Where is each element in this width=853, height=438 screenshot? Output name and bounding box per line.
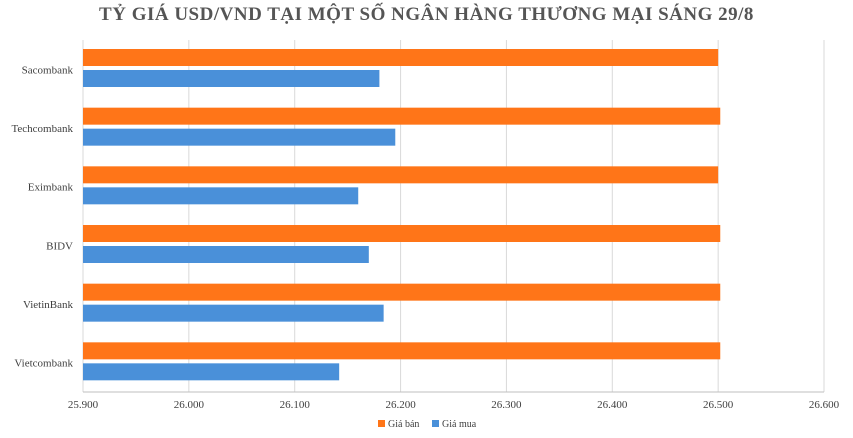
bar-gia-ban bbox=[83, 225, 721, 242]
x-tick-label: 26.400 bbox=[597, 399, 628, 411]
x-tick-label: 26.500 bbox=[703, 399, 734, 411]
bar-gia-ban bbox=[83, 166, 719, 184]
bar-gia-mua bbox=[83, 128, 396, 146]
x-tick-label: 26.600 bbox=[809, 399, 840, 411]
category-label: Eximbank bbox=[28, 182, 74, 194]
bar-gia-mua bbox=[83, 246, 369, 263]
bar-gia-mua bbox=[83, 363, 340, 381]
bar-gia-mua bbox=[83, 70, 380, 87]
category-label: BIDV bbox=[46, 240, 73, 252]
x-tick-label: 26.000 bbox=[174, 399, 205, 411]
bar-gia-ban bbox=[83, 107, 721, 125]
bar-gia-mua bbox=[83, 304, 384, 322]
bar-gia-ban bbox=[83, 342, 721, 360]
bar-gia-ban bbox=[83, 283, 721, 301]
legend-label: Giá mua bbox=[442, 419, 477, 430]
chart-title: TỶ GIÁ USD/VND TẠI MỘT SỐ NGÂN HÀNG THƯƠ… bbox=[99, 4, 754, 25]
x-tick-label: 26.300 bbox=[491, 399, 522, 411]
x-tick-labels: 25.900 26.000 26.100 26.200 26.300 26.400 26.5… bbox=[68, 399, 840, 411]
gridlines bbox=[82, 40, 825, 393]
x-tick-label: 26.200 bbox=[385, 399, 416, 411]
bar-gia-ban bbox=[83, 49, 719, 66]
bars bbox=[83, 49, 721, 381]
category-label: Sacombank bbox=[22, 64, 74, 76]
category-label: VietinBank bbox=[23, 299, 74, 311]
bar-gia-mua bbox=[83, 187, 359, 205]
legend-label: Giá bán bbox=[388, 419, 419, 430]
legend: Giá bán Giá mua bbox=[378, 419, 477, 430]
category-label: Vietcombank bbox=[14, 358, 73, 370]
legend-swatch bbox=[432, 420, 439, 427]
x-tick-label: 26.100 bbox=[280, 399, 311, 411]
legend-swatch bbox=[378, 420, 385, 427]
category-labels: Sacombank Techcombank Eximbank BIDV VietinBa… bbox=[11, 64, 73, 369]
x-tick-label: 25.900 bbox=[68, 399, 99, 411]
category-label: Techcombank bbox=[11, 123, 73, 135]
